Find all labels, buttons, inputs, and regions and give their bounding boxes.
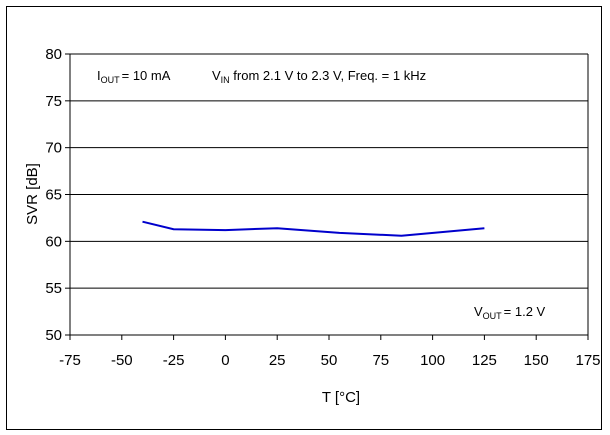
vout-annotation: VOUT = 1.2 V bbox=[474, 304, 546, 321]
y-tick-label: 70 bbox=[45, 140, 62, 157]
tick-labels: 50 55 60 65 70 75 80 -75 -50 -25 0 25 50 75 100 125 150 1… bbox=[45, 46, 600, 369]
conditions-annotation: IOUT = 10 mA bbox=[97, 68, 171, 85]
y-tick-label: 60 bbox=[45, 233, 62, 250]
x-axis-label: T [°C] bbox=[322, 389, 360, 406]
y-axis-label: SVR [dB] bbox=[24, 163, 41, 225]
x-tick-label: -50 bbox=[111, 352, 133, 369]
series-group bbox=[142, 220, 485, 237]
x-tick-label: -75 bbox=[59, 352, 81, 369]
chart-frame bbox=[6, 6, 602, 430]
y-tick-label: 65 bbox=[45, 187, 62, 204]
x-tick-label: 0 bbox=[221, 352, 229, 369]
y-tick-label: 55 bbox=[45, 280, 62, 297]
y-tick-label: 50 bbox=[45, 327, 62, 344]
x-tick-label: 50 bbox=[321, 352, 338, 369]
y-tick-label: 80 bbox=[45, 46, 62, 63]
x-tick-label: 75 bbox=[372, 352, 389, 369]
y-tick-label: 75 bbox=[45, 93, 62, 110]
svr-line bbox=[142, 220, 485, 237]
vin-annotation: VIN from 2.1 V to 2.3 V, Freq. = 1 kHz bbox=[212, 68, 426, 85]
x-tick-label: -25 bbox=[163, 352, 185, 369]
axes bbox=[65, 53, 589, 340]
x-tick-label: 150 bbox=[524, 352, 549, 369]
x-tick-label: 175 bbox=[575, 352, 600, 369]
gridlines bbox=[70, 53, 588, 336]
x-tick-label: 125 bbox=[472, 352, 497, 369]
x-tick-label: 25 bbox=[269, 352, 286, 369]
x-tick-label: 100 bbox=[420, 352, 445, 369]
